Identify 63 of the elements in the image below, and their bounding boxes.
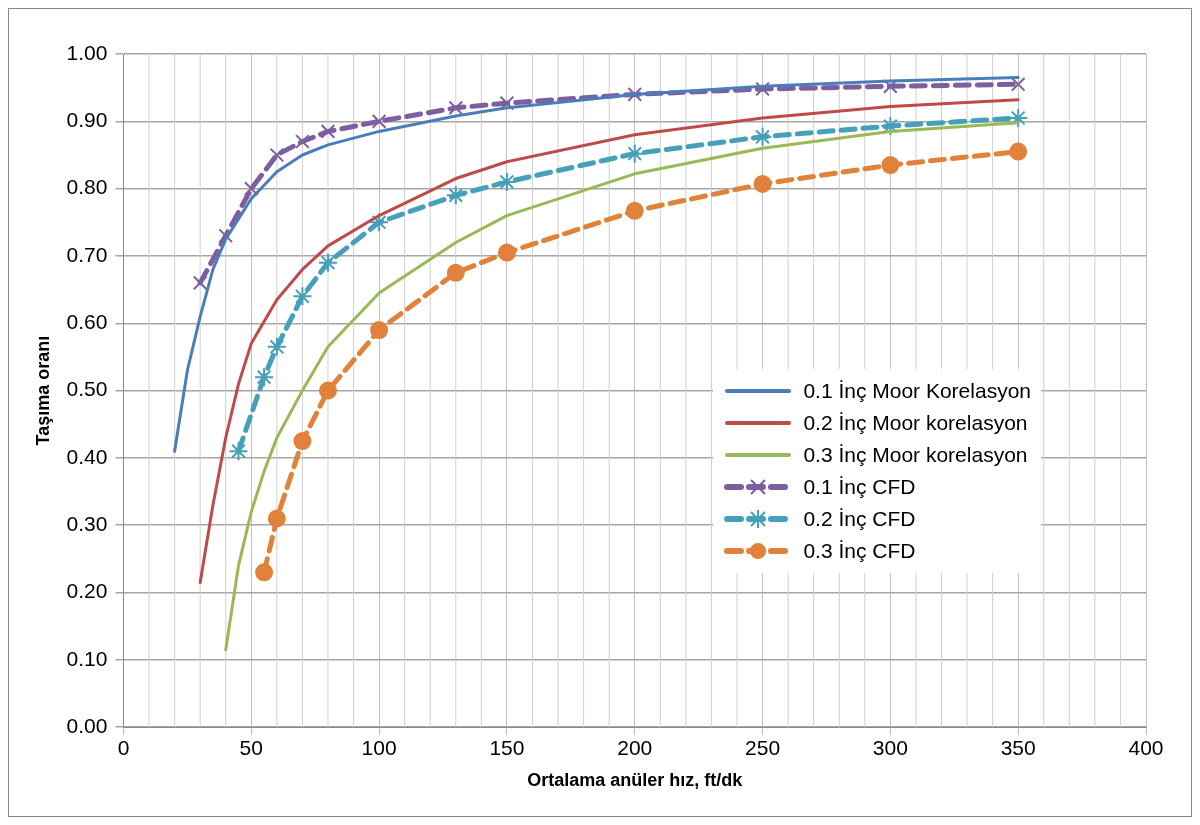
- legend-label: 0.2 İnç CFD: [803, 507, 916, 531]
- point: [243, 181, 259, 196]
- y-tick-label: 0.00: [66, 714, 108, 737]
- point: [446, 263, 465, 282]
- point: [269, 147, 285, 163]
- point: [371, 113, 387, 129]
- legend-label: 0.3 İnç CFD: [803, 539, 916, 563]
- point: [192, 275, 208, 291]
- y-tick-label: 0.80: [66, 175, 108, 199]
- point: [295, 134, 310, 149]
- x-axis-title: Ortalama anüler hız, ft/dk: [527, 770, 744, 791]
- point: [292, 286, 313, 307]
- y-tick-label: 0.50: [66, 377, 108, 401]
- point: [369, 212, 390, 233]
- y-tick-label: 0.20: [66, 579, 108, 603]
- point: [627, 87, 643, 102]
- point: [1010, 76, 1026, 92]
- x-tick-label: 200: [617, 736, 653, 760]
- point: [1009, 142, 1028, 161]
- point: [880, 116, 901, 137]
- point: [228, 441, 249, 462]
- y-tick-label: 0.40: [66, 444, 108, 468]
- legend-label: 0.2 İnç Moor korelasyon: [803, 411, 1028, 435]
- legend-label: 0.1 İnç CFD: [803, 475, 916, 499]
- y-tick-label: 1.00: [66, 40, 108, 64]
- point: [255, 563, 274, 582]
- y-tick-label: 0.30: [66, 512, 108, 536]
- point: [448, 100, 464, 116]
- x-tick-label: 150: [489, 736, 525, 760]
- point: [883, 78, 898, 94]
- x-tick-label: 0: [117, 736, 130, 760]
- point: [317, 252, 338, 273]
- point: [752, 126, 773, 147]
- x-tick-label: 400: [1128, 736, 1164, 760]
- point: [624, 143, 645, 164]
- legend-label: 0.3 İnç Moor korelasyon: [803, 443, 1028, 467]
- point: [445, 185, 466, 206]
- point: [266, 336, 287, 357]
- point: [497, 243, 516, 262]
- point: [625, 201, 644, 220]
- x-tick-label: 250: [745, 736, 781, 760]
- x-tick-label: 100: [361, 736, 397, 760]
- point: [496, 171, 517, 192]
- point: [499, 95, 515, 111]
- point: [370, 321, 389, 340]
- point: [755, 81, 770, 97]
- y-tick-label: 0.60: [66, 310, 108, 334]
- y-tick-label: 0.70: [66, 242, 108, 266]
- x-tick-label: 350: [1000, 736, 1036, 760]
- legend-label: 0.1 İnç Moor Korelasyon: [803, 379, 1031, 403]
- y-tick-label: 0.90: [66, 108, 108, 132]
- point: [318, 381, 337, 400]
- x-tick-label: 300: [872, 736, 908, 760]
- point: [254, 367, 275, 388]
- point: [267, 509, 286, 528]
- point: [293, 432, 312, 451]
- point: [881, 156, 900, 175]
- point: [320, 124, 336, 139]
- x-tick-label: 50: [239, 736, 263, 760]
- point: [753, 174, 772, 193]
- y-tick-label: 0.10: [66, 646, 108, 670]
- point: [1008, 107, 1029, 128]
- y-axis-title: Taşıma oranı: [32, 335, 53, 446]
